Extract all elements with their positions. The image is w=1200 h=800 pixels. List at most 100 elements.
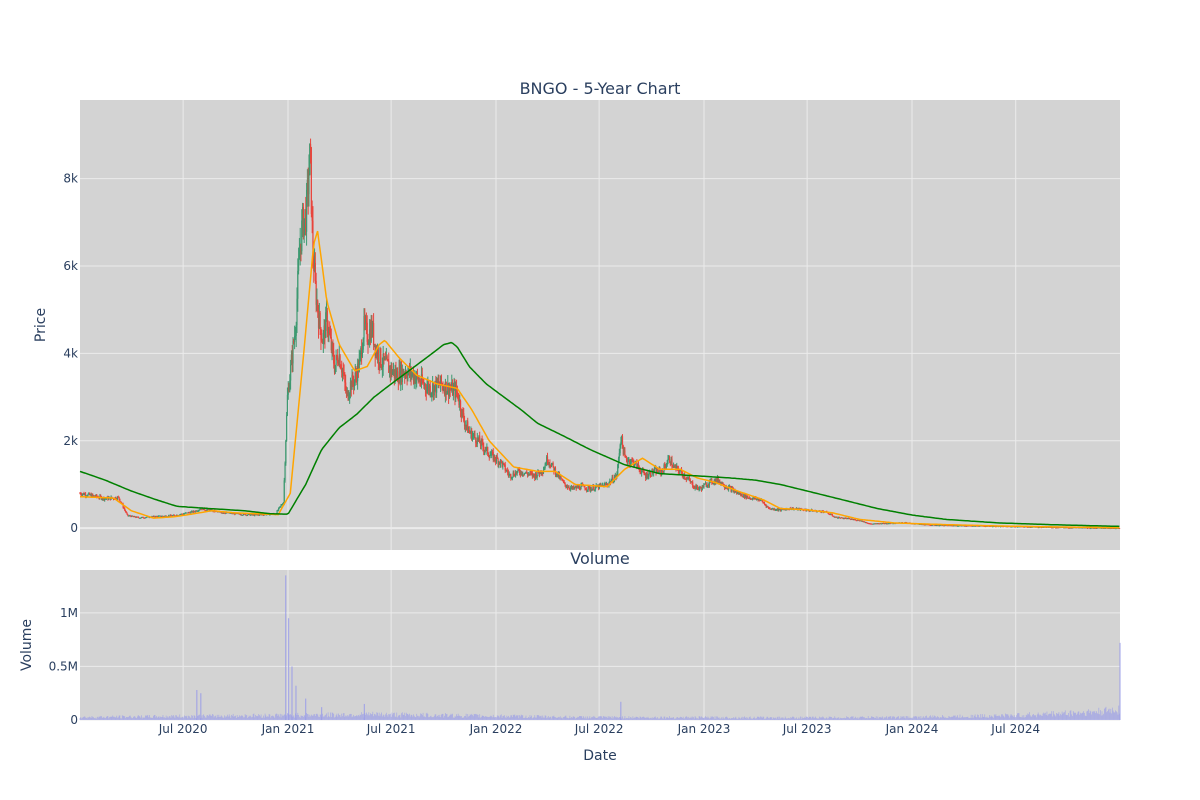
volume-bar xyxy=(460,716,461,720)
candle-body xyxy=(181,513,183,515)
candle-body xyxy=(878,523,880,525)
volume-bar xyxy=(1017,713,1018,720)
candle-body xyxy=(285,440,287,464)
volume-bar xyxy=(356,715,358,720)
candle-body xyxy=(779,508,781,510)
candle-body xyxy=(278,506,281,508)
candle-body xyxy=(96,494,98,497)
candle-body xyxy=(179,514,182,516)
volume-bar xyxy=(843,717,845,720)
volume-bar xyxy=(166,717,168,720)
volume-bar xyxy=(130,717,132,720)
volume-bar xyxy=(551,718,552,720)
candle-body xyxy=(276,510,278,514)
x-tick-label: Jul 2021 xyxy=(366,722,416,736)
volume-bar xyxy=(870,717,872,720)
volume-bar xyxy=(1000,717,1002,720)
volume-bar xyxy=(393,713,394,720)
volume-bar xyxy=(1040,714,1041,720)
candle-body xyxy=(294,335,296,343)
candle-body xyxy=(432,384,434,393)
candle-body xyxy=(482,441,484,447)
volume-bar xyxy=(950,717,951,720)
volume-bar xyxy=(311,715,313,720)
candle-body xyxy=(551,462,553,465)
candle-body xyxy=(593,489,596,491)
candle-body xyxy=(728,486,731,488)
candle-body xyxy=(578,486,581,490)
volume-bar xyxy=(175,715,177,720)
volume-bar xyxy=(1044,712,1046,720)
candle-body xyxy=(764,504,766,506)
volume-bar xyxy=(231,714,232,720)
candle-body xyxy=(640,471,642,474)
volume-bar xyxy=(451,714,453,720)
candle-body xyxy=(592,486,594,489)
candle-body xyxy=(348,397,350,400)
volume-bar xyxy=(349,714,351,720)
volume-bar xyxy=(401,712,403,720)
volume-bar xyxy=(1084,715,1086,720)
candle-body xyxy=(462,409,464,414)
volume-bar xyxy=(984,714,986,720)
volume-bar xyxy=(717,717,719,720)
candle-body xyxy=(555,474,557,476)
volume-bar xyxy=(717,716,718,720)
volume-bar xyxy=(1099,710,1101,720)
volume-bar xyxy=(554,717,556,720)
candle-body xyxy=(881,523,884,525)
volume-bar xyxy=(766,716,768,720)
volume-bar xyxy=(1012,715,1014,720)
volume-bar xyxy=(920,716,922,720)
volume-bar xyxy=(652,717,654,720)
volume-bar xyxy=(1013,716,1014,720)
candle-body xyxy=(850,518,853,520)
volume-bar xyxy=(355,716,357,720)
volume-bar xyxy=(80,717,82,720)
candle-body xyxy=(933,524,936,526)
candle-body xyxy=(301,220,303,252)
volume-bar xyxy=(992,716,994,720)
volume-bar xyxy=(828,716,830,720)
candle-body xyxy=(671,459,673,467)
volume-plot-area[interactable] xyxy=(80,570,1120,720)
volume-bar xyxy=(969,717,970,720)
volume-bar xyxy=(772,718,773,720)
volume-bar xyxy=(243,717,244,720)
candle-body xyxy=(167,515,170,517)
candle-body xyxy=(436,378,438,393)
volume-bar xyxy=(934,715,935,720)
candle-body xyxy=(619,445,621,454)
volume-tick-label: 0 xyxy=(70,713,78,727)
volume-bar xyxy=(465,713,467,720)
volume-bar xyxy=(480,717,481,720)
volume-bar xyxy=(789,718,791,720)
volume-bar xyxy=(914,716,915,720)
price-plot-area[interactable] xyxy=(80,100,1120,550)
candle-body xyxy=(584,487,586,490)
candle-body xyxy=(692,482,694,487)
volume-bar xyxy=(791,717,793,720)
candle-body xyxy=(346,390,348,393)
volume-bar xyxy=(243,717,245,720)
volume-bar xyxy=(513,715,515,720)
volume-bar xyxy=(962,717,964,720)
candle-body xyxy=(242,513,245,515)
volume-bar xyxy=(440,717,442,720)
volume-bar xyxy=(844,718,846,720)
candle-body xyxy=(1007,526,1009,528)
volume-bar xyxy=(508,717,510,720)
volume-bar xyxy=(121,718,122,720)
candle-body xyxy=(834,516,837,518)
candle-body xyxy=(196,510,198,512)
candle-body xyxy=(450,389,452,391)
moving-average-short-line xyxy=(79,230,1120,529)
volume-bar xyxy=(455,716,457,720)
candle-body xyxy=(373,344,375,346)
volume-bar xyxy=(967,716,969,720)
volume-bar xyxy=(546,718,548,720)
candle-body xyxy=(305,209,307,232)
candle-body xyxy=(88,493,91,496)
volume-bar xyxy=(862,716,864,720)
volume-bar xyxy=(882,716,883,720)
